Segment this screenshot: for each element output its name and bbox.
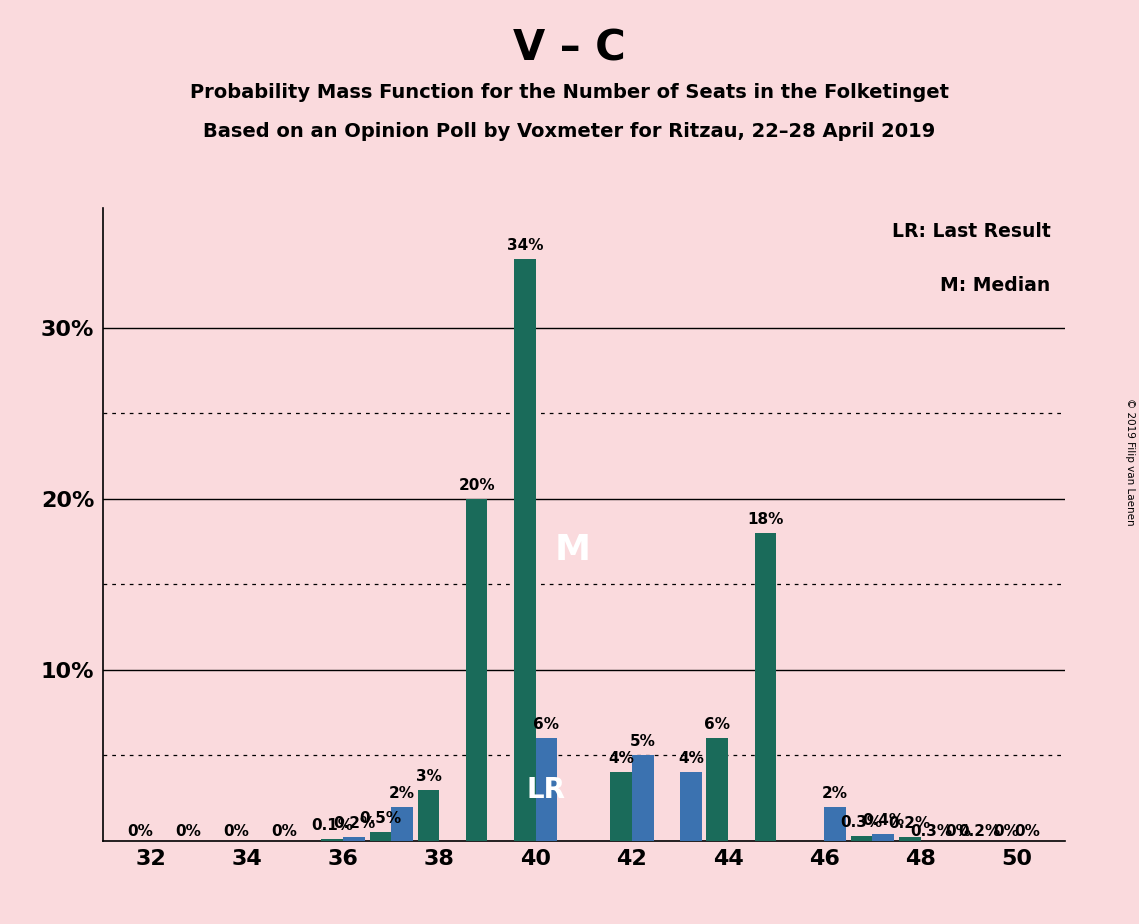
Bar xyxy=(754,533,777,841)
Bar xyxy=(418,789,440,841)
Text: 5%: 5% xyxy=(630,735,656,749)
Text: 2%: 2% xyxy=(822,785,849,800)
Text: 0%: 0% xyxy=(945,824,970,839)
Text: 0%: 0% xyxy=(126,824,153,839)
Bar xyxy=(343,837,364,841)
Bar xyxy=(825,807,846,841)
Text: 0.4%: 0.4% xyxy=(862,813,904,828)
Text: 0%: 0% xyxy=(271,824,297,839)
Text: Probability Mass Function for the Number of Seats in the Folketinget: Probability Mass Function for the Number… xyxy=(190,83,949,103)
Text: 0.3%: 0.3% xyxy=(841,815,883,830)
Text: 4%: 4% xyxy=(678,751,704,766)
Text: 18%: 18% xyxy=(747,512,784,527)
Bar xyxy=(535,738,557,841)
Text: V – C: V – C xyxy=(514,28,625,69)
Text: 0%: 0% xyxy=(175,824,200,839)
Bar xyxy=(872,834,894,841)
Text: 34%: 34% xyxy=(507,238,543,253)
Text: Based on an Opinion Poll by Voxmeter for Ritzau, 22–28 April 2019: Based on an Opinion Poll by Voxmeter for… xyxy=(204,122,935,141)
Bar xyxy=(369,833,392,841)
Bar xyxy=(899,837,920,841)
Text: 0.1%: 0.1% xyxy=(311,818,353,833)
Bar xyxy=(706,738,728,841)
Text: 6%: 6% xyxy=(704,717,730,732)
Text: 0.2%: 0.2% xyxy=(333,817,375,832)
Text: 20%: 20% xyxy=(458,478,495,492)
Bar xyxy=(321,839,343,841)
Text: © 2019 Filip van Laenen: © 2019 Filip van Laenen xyxy=(1125,398,1134,526)
Text: 0%: 0% xyxy=(223,824,249,839)
Text: 0.2%: 0.2% xyxy=(888,817,931,832)
Bar xyxy=(466,499,487,841)
Text: 0.5%: 0.5% xyxy=(360,811,401,826)
Text: 0.3%: 0.3% xyxy=(910,824,952,839)
Text: M: M xyxy=(555,533,591,567)
Text: 0.2%: 0.2% xyxy=(958,824,1001,839)
Text: M: Median: M: Median xyxy=(941,276,1050,296)
Text: 6%: 6% xyxy=(533,717,559,732)
Bar xyxy=(851,835,872,841)
Bar xyxy=(611,772,632,841)
Text: 3%: 3% xyxy=(416,769,442,784)
Text: 2%: 2% xyxy=(390,785,415,800)
Text: LR: Last Result: LR: Last Result xyxy=(892,222,1050,240)
Bar xyxy=(514,260,535,841)
Text: 4%: 4% xyxy=(608,751,634,766)
Text: 0%: 0% xyxy=(993,824,1019,839)
Bar xyxy=(632,755,654,841)
Bar xyxy=(392,807,413,841)
Text: 0%: 0% xyxy=(1015,824,1041,839)
Text: LR: LR xyxy=(527,775,566,804)
Bar xyxy=(680,772,702,841)
